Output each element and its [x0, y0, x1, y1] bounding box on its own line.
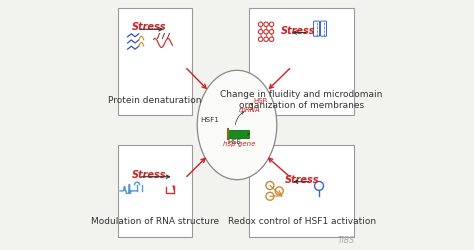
Ellipse shape [197, 70, 277, 180]
FancyBboxPatch shape [118, 8, 192, 115]
Text: Stress: Stress [131, 22, 166, 32]
Text: hsp gene: hsp gene [223, 141, 255, 147]
Text: Redox control of HSF1 activation: Redox control of HSF1 activation [228, 218, 376, 226]
Text: HSE: HSE [227, 140, 241, 145]
Text: TIBS: TIBS [338, 236, 355, 245]
FancyBboxPatch shape [249, 8, 354, 115]
Text: Change in fluidity and microdomain
organization of membranes: Change in fluidity and microdomain organ… [220, 90, 383, 110]
Text: Stress: Stress [131, 170, 166, 180]
FancyBboxPatch shape [228, 130, 249, 138]
Text: Stress: Stress [281, 26, 315, 36]
FancyBboxPatch shape [249, 145, 354, 237]
Text: mRNA: mRNA [239, 107, 261, 113]
Text: HSF1: HSF1 [201, 116, 219, 122]
Text: Modulation of RNA structure: Modulation of RNA structure [91, 218, 219, 226]
Text: HSP: HSP [253, 98, 267, 104]
FancyBboxPatch shape [118, 145, 192, 237]
Text: Stress: Stress [284, 175, 319, 185]
Text: Protein denaturation: Protein denaturation [108, 96, 202, 105]
